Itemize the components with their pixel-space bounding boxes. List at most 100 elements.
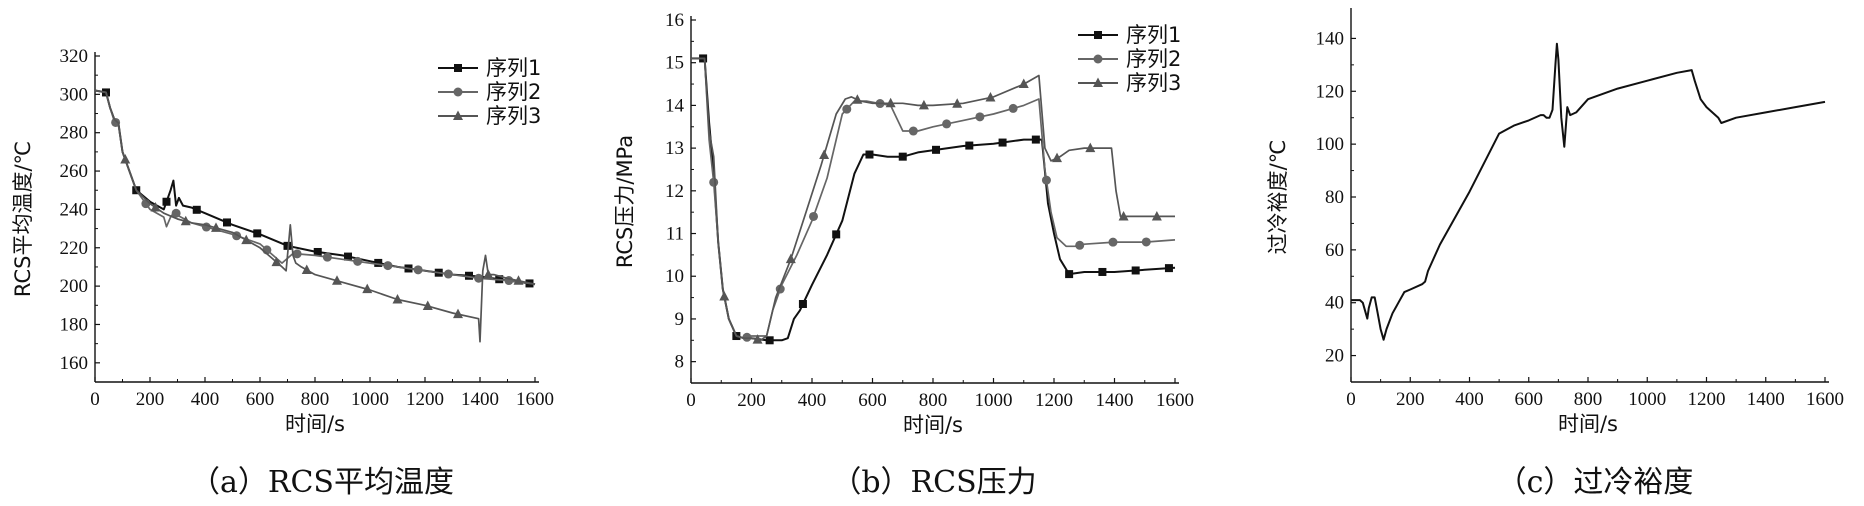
data-point bbox=[1131, 266, 1140, 275]
series-line bbox=[1351, 42, 1826, 341]
legend-marker bbox=[1094, 31, 1102, 39]
data-point bbox=[474, 273, 484, 283]
y-tick-label: 180 bbox=[60, 314, 89, 335]
x-tick-label: 800 bbox=[1574, 389, 1603, 410]
data-point bbox=[253, 229, 262, 238]
data-point bbox=[752, 334, 763, 344]
data-point bbox=[271, 256, 282, 267]
data-point bbox=[162, 197, 171, 206]
data-point bbox=[1141, 237, 1151, 247]
data-point bbox=[1151, 210, 1162, 221]
data-point bbox=[1052, 152, 1063, 163]
y-tick-label: 15 bbox=[665, 53, 684, 74]
x-axis-label: 时间/s bbox=[285, 412, 345, 436]
x-tick-label: 1200 bbox=[1688, 389, 1726, 410]
y-tick-label: 9 bbox=[675, 309, 685, 330]
y-tick-label: 13 bbox=[665, 138, 684, 159]
legend-marker bbox=[1093, 54, 1103, 64]
legend-item-2: 序列2 bbox=[1078, 47, 1181, 71]
series-1 bbox=[1351, 42, 1826, 341]
data-point bbox=[443, 269, 453, 279]
x-tick-label: 600 bbox=[246, 389, 275, 410]
legend-label: 序列1 bbox=[486, 56, 541, 80]
y-tick-label: 11 bbox=[666, 224, 684, 245]
x-tick-label: 1000 bbox=[1628, 389, 1666, 410]
data-point bbox=[180, 215, 191, 226]
x-axis-label: 时间/s bbox=[903, 413, 963, 437]
legend-marker bbox=[454, 64, 462, 72]
y-tick-label: 80 bbox=[1325, 187, 1344, 208]
data-point bbox=[301, 264, 312, 275]
data-point bbox=[1164, 264, 1173, 273]
chart-caption: （a）RCS平均温度 bbox=[190, 465, 454, 500]
legend-marker bbox=[453, 110, 463, 120]
data-point bbox=[1031, 135, 1040, 144]
data-point bbox=[842, 104, 852, 114]
y-tick-label: 260 bbox=[60, 161, 89, 182]
data-point bbox=[483, 269, 494, 279]
x-tick-label: 1200 bbox=[1035, 390, 1073, 411]
data-point bbox=[719, 291, 730, 301]
data-point bbox=[465, 271, 473, 280]
series-2 bbox=[94, 89, 536, 286]
data-point bbox=[852, 94, 863, 104]
series-line bbox=[691, 57, 1176, 340]
data-point bbox=[819, 149, 830, 159]
x-tick-label: 600 bbox=[1515, 389, 1544, 410]
series-line bbox=[94, 89, 536, 343]
y-tick-label: 140 bbox=[1316, 28, 1345, 49]
y-tick-label: 100 bbox=[1316, 134, 1345, 155]
series-2 bbox=[691, 57, 1176, 342]
legend-item-1: 序列1 bbox=[438, 56, 541, 80]
data-point bbox=[709, 177, 719, 187]
data-point bbox=[362, 283, 373, 294]
data-point bbox=[1065, 270, 1074, 279]
data-point bbox=[798, 299, 807, 308]
x-tick-label: 0 bbox=[1346, 389, 1356, 410]
y-tick-label: 280 bbox=[60, 123, 89, 144]
data-point bbox=[422, 300, 433, 311]
data-point bbox=[1041, 175, 1051, 185]
data-point bbox=[353, 256, 363, 266]
x-tick-label: 1000 bbox=[351, 389, 389, 410]
data-point bbox=[865, 150, 874, 159]
data-point bbox=[809, 211, 819, 221]
y-tick-label: 14 bbox=[665, 95, 685, 116]
data-point bbox=[383, 261, 393, 271]
y-axis-label: RCS平均温度/℃ bbox=[11, 141, 35, 297]
legend-marker bbox=[453, 87, 463, 97]
data-point bbox=[322, 252, 332, 262]
chart-2: 0 200 400 600 800 1000 1200 1400 1600 8 9 10 11 12 13 1… bbox=[613, 10, 1194, 500]
data-point bbox=[952, 98, 963, 108]
data-point bbox=[918, 99, 929, 110]
data-point bbox=[785, 253, 796, 264]
x-tick-label: 1400 bbox=[461, 389, 499, 410]
data-point bbox=[965, 141, 974, 150]
data-point bbox=[283, 241, 292, 250]
series-1 bbox=[94, 88, 536, 288]
data-point bbox=[150, 201, 161, 212]
y-tick-label: 160 bbox=[60, 353, 89, 374]
data-point bbox=[171, 208, 181, 218]
x-tick-label: 400 bbox=[1455, 389, 1484, 410]
data-point bbox=[332, 275, 342, 285]
legend-item-3: 序列3 bbox=[1078, 71, 1181, 95]
y-tick-label: 240 bbox=[60, 199, 89, 220]
y-tick-label: 220 bbox=[60, 238, 89, 259]
chart-caption: （b）RCS压力 bbox=[831, 465, 1036, 500]
data-point bbox=[292, 249, 302, 259]
x-tick-label: 1600 bbox=[516, 389, 554, 410]
series-line bbox=[691, 57, 1176, 342]
data-point bbox=[832, 230, 841, 239]
y-tick-label: 20 bbox=[1325, 346, 1344, 367]
data-point bbox=[392, 294, 403, 304]
series-line bbox=[94, 89, 536, 286]
data-point bbox=[975, 112, 985, 122]
x-tick-label: 400 bbox=[798, 390, 827, 411]
data-point bbox=[765, 336, 774, 345]
y-axis-label: 过冷裕度/℃ bbox=[1266, 140, 1290, 255]
legend-label: 序列3 bbox=[486, 104, 541, 128]
y-tick-label: 12 bbox=[665, 181, 684, 202]
